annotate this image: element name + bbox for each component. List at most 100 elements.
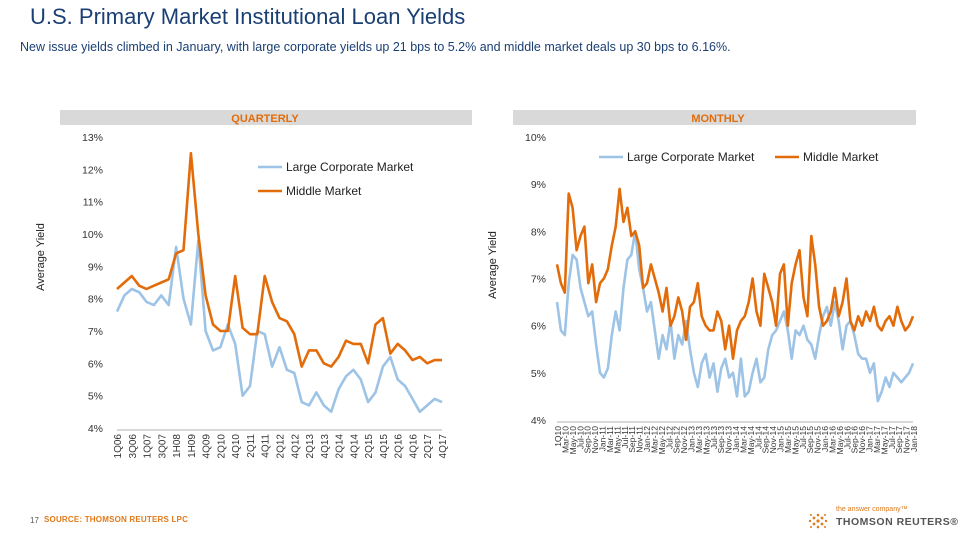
monthly-x-tick-label: Mar-16 — [827, 426, 837, 453]
quarterly-x-tick-label: 2Q15 — [364, 434, 375, 459]
quarterly-yield-chart: QUARTERLY 4% 5% 6% 7% 8% 9% 10% 11% 12% 13% Average… — [35, 110, 472, 459]
quarterly-x-tick-label: 4Q17 — [438, 434, 449, 459]
monthly-x-tick-label: Sep-11 — [627, 426, 637, 453]
monthly-x-tick-label: Mar-17 — [872, 426, 882, 453]
quarterly-x-tick-label: 2Q12 — [276, 434, 287, 459]
page-title: U.S. Primary Market Institutional Loan Y… — [30, 4, 466, 29]
monthly-x-tick-label: Sep-16 — [850, 426, 860, 454]
page-number: 17 — [30, 516, 39, 525]
monthly-x-tick-label: Mar-10 — [560, 426, 570, 453]
monthly-x-tick-label: Jan-13 — [687, 426, 697, 452]
quarterly-x-tick-label: 2Q11 — [246, 434, 257, 458]
quarterly-x-tick-label: 1Q06 — [113, 434, 124, 459]
monthly-x-tick-label: Jul-15 — [798, 426, 808, 449]
monthly-x-tick-label: Jul-11 — [620, 426, 630, 449]
thomson-reuters-logo-icon — [808, 513, 828, 529]
monthly-x-tick-label: Nov-11 — [635, 426, 645, 453]
monthly-x-tick-label: Sep-17 — [894, 426, 904, 454]
quarterly-x-tick-label: 1Q07 — [143, 434, 154, 459]
monthly-y-tick-label: 7% — [531, 274, 546, 286]
monthly-x-tick-label: Sep-12 — [672, 426, 682, 454]
monthly-x-tick-label: May-12 — [657, 426, 667, 455]
monthly-x-tick-label: May-13 — [701, 426, 711, 455]
quarterly-series-large-corporate-market — [115, 239, 443, 414]
monthly-x-tick-label: May-16 — [835, 426, 845, 455]
monthly-x-tick-label: Nov-14 — [768, 426, 778, 454]
monthly-y-tick-label: 5% — [531, 368, 546, 380]
monthly-x-tick-label: Jul-13 — [709, 426, 719, 449]
monthly-legend-label: Middle Market — [803, 150, 879, 164]
quarterly-y-tick-label: 7% — [88, 326, 103, 338]
quarterly-series-middle-market — [116, 151, 442, 368]
monthly-x-tick-label: May-15 — [790, 426, 800, 455]
monthly-header-band — [513, 110, 916, 125]
monthly-x-tick-label: Jan-15 — [776, 426, 786, 452]
monthly-x-tick-label: Nov-16 — [857, 426, 867, 454]
monthly-x-tick-label: Mar-13 — [694, 426, 704, 453]
quarterly-y-tick-label: 6% — [88, 358, 103, 370]
quarterly-x-tick-label: 4Q09 — [202, 434, 213, 459]
quarterly-y-tick-label: 11% — [83, 197, 103, 209]
monthly-header-label: MONTHLY — [691, 113, 745, 125]
source-note: SOURCE: THOMSON REUTERS LPC — [44, 515, 189, 524]
quarterly-y-tick-label: 13% — [82, 132, 103, 144]
monthly-x-tick-label: Sep-14 — [761, 426, 771, 454]
quarterly-legend-label: Large Corporate Market — [286, 160, 414, 174]
monthly-x-tick-label: Jul-14 — [753, 426, 763, 449]
monthly-x-tick-label: Nov-17 — [902, 426, 912, 454]
brand-tagline: the answer company™ — [836, 506, 908, 513]
monthly-x-tick-label: Jan-14 — [731, 426, 741, 452]
quarterly-x-tick-label: 4Q13 — [320, 434, 331, 459]
quarterly-y-tick-label: 5% — [88, 391, 103, 403]
quarterly-x-tick-label: 1H08 — [172, 434, 183, 458]
monthly-y-axis-title: Average Yield — [487, 231, 499, 299]
quarterly-x-tick-label: 4Q11 — [261, 434, 272, 458]
monthly-x-tick-label: Sep-10 — [583, 426, 593, 454]
quarterly-y-tick-label: 12% — [82, 164, 103, 176]
brand-name: THOMSON REUTERS® — [836, 516, 959, 528]
quarterly-y-tick-label: 8% — [88, 294, 103, 306]
monthly-x-tick-label: Jan-18 — [909, 426, 919, 452]
monthly-y-tick-label: 9% — [531, 179, 546, 191]
monthly-x-tick-label: Jul-10 — [575, 426, 585, 449]
monthly-x-tick-label: May-17 — [879, 426, 889, 455]
quarterly-y-tick-label: 10% — [82, 229, 103, 241]
monthly-x-tick-label: Mar-12 — [649, 426, 659, 453]
monthly-x-tick-label: Mar-11 — [605, 426, 615, 453]
quarterly-x-tick-label: 4Q16 — [408, 434, 419, 459]
monthly-x-tick-label: Jul-16 — [842, 426, 852, 449]
monthly-series-middle-market — [555, 187, 915, 361]
monthly-x-tick-label: Mar-15 — [783, 426, 793, 453]
quarterly-x-tick-label: 2Q16 — [394, 434, 405, 459]
quarterly-x-tick-label: 4Q10 — [231, 434, 242, 459]
monthly-x-tick-label: 1Q10 — [553, 426, 563, 447]
monthly-x-tick-label: Jan-11 — [598, 426, 608, 452]
monthly-x-tick-label: May-14 — [746, 426, 756, 455]
quarterly-x-tick-label: 3Q06 — [128, 434, 139, 459]
quarterly-header-band — [60, 110, 472, 125]
quarterly-x-tick-label: 1H09 — [187, 434, 198, 458]
monthly-x-tick-label: Sep-13 — [716, 426, 726, 454]
monthly-x-tick-label: Jan-16 — [820, 426, 830, 452]
monthly-y-tick-label: 8% — [531, 226, 546, 238]
monthly-x-tick-label: Jan-12 — [642, 426, 652, 452]
monthly-y-tick-label: 4% — [531, 415, 546, 427]
monthly-x-tick-label: May-10 — [568, 426, 578, 455]
quarterly-y-axis-title: Average Yield — [35, 223, 47, 291]
quarterly-y-tick-label: 4% — [88, 423, 103, 435]
quarterly-x-tick-label: 4Q15 — [379, 434, 390, 459]
monthly-series-large-corporate-market — [555, 230, 915, 403]
monthly-legend-label: Large Corporate Market — [627, 150, 755, 164]
monthly-x-tick-label: Jan-17 — [865, 426, 875, 452]
monthly-x-tick-label: Nov-10 — [590, 426, 600, 454]
quarterly-x-tick-label: 3Q07 — [157, 434, 168, 459]
monthly-x-tick-label: Sep-15 — [805, 426, 815, 454]
monthly-x-tick-label: May-11 — [612, 426, 622, 454]
quarterly-x-tick-label: 4Q12 — [290, 434, 301, 459]
quarterly-x-tick-label: 2Q17 — [423, 434, 434, 459]
quarterly-x-tick-label: 2Q14 — [335, 434, 346, 459]
quarterly-x-tick-label: 2Q13 — [305, 434, 316, 459]
monthly-x-tick-label: Jul-12 — [664, 426, 674, 449]
